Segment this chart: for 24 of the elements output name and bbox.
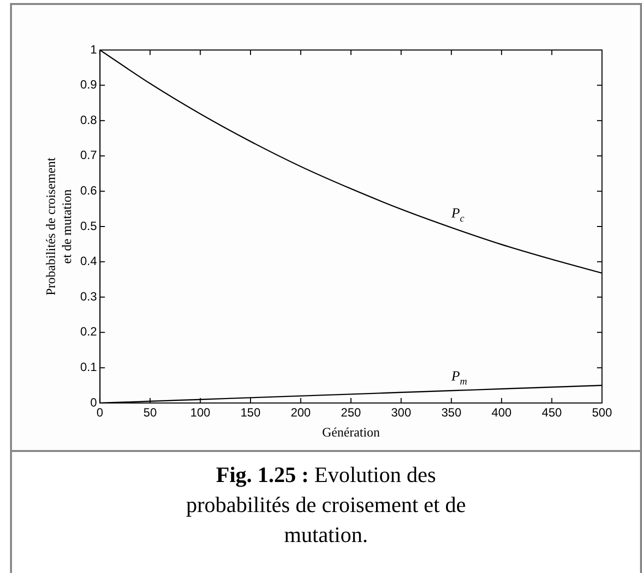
x-tick-label: 500 — [592, 406, 612, 420]
y-axis-title: Probabilités de croisement et de mutation — [43, 157, 74, 296]
x-tick-label: 200 — [290, 406, 312, 420]
x-tick-label: 250 — [340, 406, 362, 420]
x-tick-label: 100 — [190, 406, 211, 420]
y-tick-label: 0.7 — [80, 148, 98, 162]
x-tick-label: 400 — [492, 406, 512, 420]
caption: Fig. 1.25 : Evolution des probabilités de croisement et de mutation. — [186, 462, 466, 547]
x-axis-title: Génération — [322, 424, 380, 440]
x-tick-label: 50 — [143, 406, 158, 420]
y-tick-label: 0.2 — [80, 324, 98, 339]
y-tick-label: 0.6 — [80, 184, 98, 198]
y-tick-label: 0.4 — [80, 254, 98, 268]
y-tick-label: 0.8 — [80, 112, 98, 127]
y-tick-label: 0.1 — [80, 360, 98, 374]
x-tick-label: 150 — [240, 406, 261, 420]
x-tick-label: 300 — [391, 406, 412, 420]
y-tick-label: 0.5 — [80, 218, 98, 233]
y-tick-label: 0 — [90, 395, 98, 410]
x-tick-label: 350 — [441, 406, 462, 420]
y-tick-label: 1 — [90, 42, 98, 56]
x-tick-label: 450 — [542, 406, 562, 420]
y-tick-label: 0.3 — [80, 289, 98, 304]
y-tick-label: 0.9 — [80, 78, 98, 92]
